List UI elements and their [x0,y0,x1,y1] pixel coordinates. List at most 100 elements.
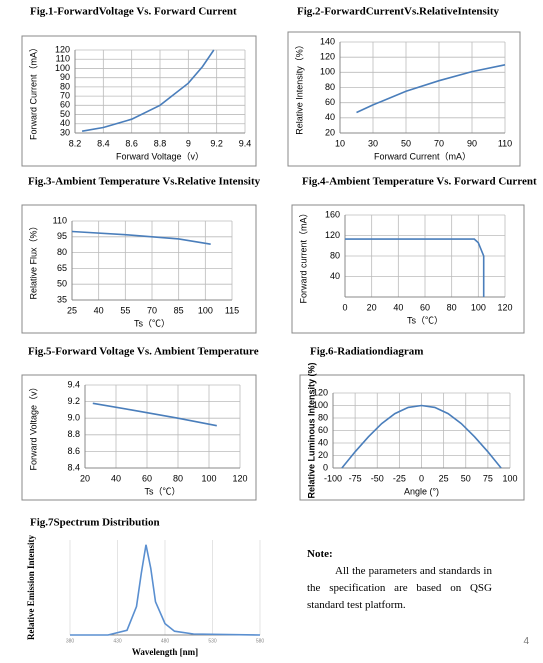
y-tick-label: 110 [53,215,67,225]
x-tick-label: -50 [371,473,384,483]
y-tick-label: 80 [318,412,328,422]
x-tick-label: -25 [393,473,406,483]
y-tick-label: 120 [320,52,335,62]
y-tick-label: 80 [57,247,67,257]
note-text: All the parameters and standards in the … [307,565,492,611]
x-tick-label: 85 [174,305,184,315]
y-axis-label: Relative Luminous Intensity (%) [306,362,316,498]
y-axis-label: Forward Voltage（v） [28,382,38,470]
chart-title: Fig.2-ForwardCurrentVs.RelativeIntensity [297,6,500,18]
chart-frame [21,204,257,334]
x-tick-label: -100 [324,473,342,483]
x-axis-label: Forward Voltage（v） [116,151,204,161]
x-tick-label: 110 [498,138,512,148]
x-tick-label: 20 [80,473,90,483]
x-tick-label: 70 [147,305,157,315]
y-tick-label: 120 [313,387,328,397]
y-tick-label: 50 [60,109,70,119]
y-tick-label: 30 [60,127,70,137]
x-tick-label: 75 [483,473,493,483]
page-number: 4 [523,636,529,647]
y-tick-label: 60 [60,100,70,110]
x-tick-label: 55 [120,305,130,315]
x-tick-label: 25 [439,473,449,483]
data-line [356,64,506,114]
x-tick-label: 10 [335,138,345,148]
x-axis-label: Ts（℃） [134,318,170,328]
x-tick-label: 9.4 [239,138,252,148]
chart-title: Fig.5-Forward Voltage Vs. Ambient Temper… [28,346,259,358]
y-tick-label: 40 [330,271,340,281]
y-tick-label: 110 [56,54,70,64]
x-tick-label: 8.6 [125,138,138,148]
chart-frame [291,204,525,334]
y-tick-label: 160 [325,209,340,219]
x-tick-label: 8.4 [97,138,110,148]
y-tick-label: 100 [55,63,70,73]
chart-frame [287,31,521,167]
x-tick-label: 90 [467,138,477,148]
y-tick-label: 60 [325,97,335,107]
y-axis-label: Forward Current（mA） [28,43,38,140]
chart-frame [21,374,257,501]
x-axis-label: Wavelength [nm] [132,647,198,657]
x-tick-label: 9 [186,138,191,148]
chart-title: Fig.7Spectrum Distribution [30,517,160,529]
x-tick-label: 120 [497,302,512,312]
y-axis-label: Relative Emission Intensity [26,535,36,641]
y-tick-label: 40 [318,437,328,447]
note-heading: Note: [307,548,333,560]
x-tick-label: 25 [67,305,77,315]
y-tick-label: 120 [55,44,70,54]
x-tick-label: 100 [471,302,486,312]
x-tick-label: 8.2 [69,138,82,148]
x-tick-label: 0 [419,473,424,483]
data-line [345,238,485,297]
y-tick-label: 100 [313,400,328,410]
x-tick-label: 40 [393,302,403,312]
y-tick-label: 9.0 [67,413,80,423]
x-tick-label: 50 [461,473,471,483]
y-tick-label: 100 [320,67,335,77]
data-line [81,49,215,132]
y-tick-label: 80 [325,82,335,92]
y-tick-label: 140 [320,36,335,46]
y-tick-label: 80 [330,250,340,260]
y-tick-label: 50 [57,279,67,289]
data-line [92,402,217,427]
x-tick-label: 80 [447,302,457,312]
x-tick-label: 8.8 [154,138,167,148]
y-tick-label: 8.8 [67,429,80,439]
x-tick-label: 50 [401,138,411,148]
chart-frame [21,35,257,167]
x-tick-label: 100 [502,473,517,483]
x-tick-label: 20 [367,302,377,312]
x-tick-label: 40 [111,473,121,483]
y-tick-label: 8.6 [67,446,80,456]
y-tick-label: 20 [325,127,335,137]
chart-frame [299,374,525,501]
y-tick-label: 9.4 [67,379,80,389]
y-tick-label: 60 [318,425,328,435]
chart-title: Fig.1-ForwardVoltage Vs. Forward Current [30,6,237,18]
x-tick-label: 60 [420,302,430,312]
y-axis-label: Forward current（mA） [298,208,308,303]
x-tick-label: 530 [208,638,217,644]
x-tick-label: 100 [198,305,213,315]
y-tick-label: 8.4 [67,462,80,472]
y-tick-label: 65 [57,263,67,273]
y-tick-label: 90 [60,72,70,82]
x-axis-label: Forward Current（mA） [374,151,471,161]
y-tick-label: 0 [323,462,328,472]
x-tick-label: 60 [142,473,152,483]
x-tick-label: 9.2 [210,138,223,148]
note: Note: All the parameters and standards i… [307,546,492,614]
x-tick-label: 115 [225,305,239,315]
x-tick-label: 480 [161,638,170,644]
y-axis-label: Relative Intensity（%） [294,40,304,135]
x-tick-label: 80 [173,473,183,483]
y-tick-label: 20 [318,450,328,460]
x-tick-label: 430 [113,638,122,644]
